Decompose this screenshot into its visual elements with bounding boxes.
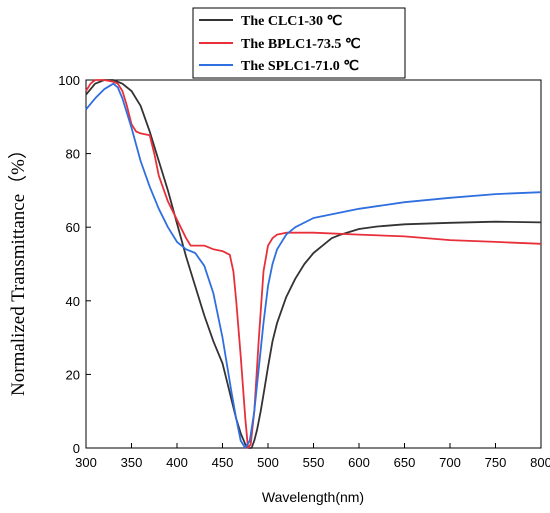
- series-line-0: [85, 79, 542, 449]
- plot-area: [85, 79, 542, 449]
- plot-border: [85, 79, 542, 449]
- legend-label-bplc: The BPLC1-73.5 ℃: [241, 37, 361, 52]
- x-tick-label: 350: [121, 455, 143, 470]
- x-tick-label: 600: [348, 455, 370, 470]
- x-tick-label: 550: [303, 455, 325, 470]
- x-tick-label: 500: [257, 455, 279, 470]
- y-tick-label: 40: [66, 294, 80, 309]
- series-line-1: [85, 79, 542, 449]
- legend: The CLC1-30 ℃ The BPLC1-73.5 ℃ The SPLC1…: [192, 7, 406, 79]
- x-axis: 300 350 400 450 500 550 600 650 700 750 800: [75, 443, 550, 470]
- x-tick-label: 800: [530, 455, 550, 470]
- legend-label-splc: The SPLC1-71.0 ℃: [241, 59, 359, 74]
- x-tick-label: 300: [75, 455, 97, 470]
- y-tick-label: 100: [58, 73, 80, 88]
- series-line-2: [85, 82, 542, 449]
- x-tick-label: 450: [212, 455, 234, 470]
- y-axis-title: Normalized Transmittance（%）: [7, 140, 29, 396]
- x-tick-label: 650: [394, 455, 416, 470]
- series-layer: [85, 79, 542, 449]
- legend-label-clc: The CLC1-30 ℃: [241, 14, 343, 29]
- y-tick-label: 60: [66, 220, 80, 235]
- x-tick-label: 400: [166, 455, 188, 470]
- y-axis: 0 20 40 60 80 100: [58, 73, 91, 456]
- x-axis-title: Wavelength(nm): [262, 489, 364, 505]
- y-tick-label: 20: [66, 367, 80, 382]
- x-tick-label: 700: [439, 455, 461, 470]
- y-tick-label: 0: [73, 441, 80, 456]
- y-tick-label: 80: [66, 147, 80, 162]
- x-tick-label: 750: [485, 455, 507, 470]
